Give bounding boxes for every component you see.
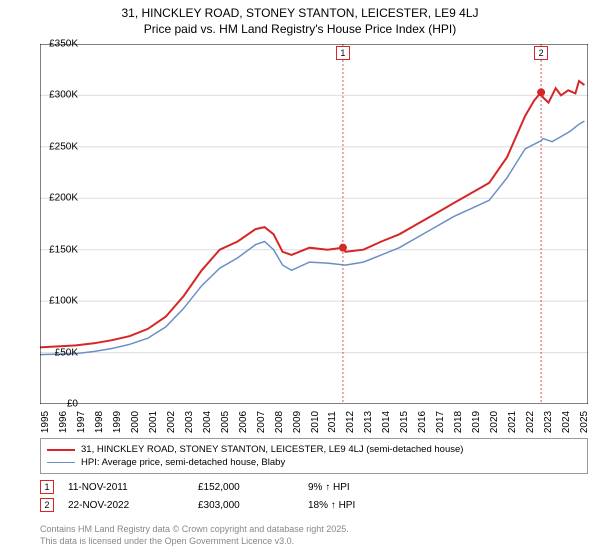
legend-label: HPI: Average price, semi-detached house,… (81, 457, 285, 468)
legend: 31, HINCKLEY ROAD, STONEY STANTON, LEICE… (40, 438, 588, 474)
x-axis-label: 1995 (40, 411, 51, 433)
x-axis-label: 2011 (327, 411, 338, 433)
x-axis-label: 2025 (579, 411, 590, 433)
x-axis-label: 2009 (292, 411, 303, 433)
y-axis-label: £100K (40, 296, 78, 307)
data-point-row: 2 22-NOV-2022 £303,000 18% ↑ HPI (40, 498, 588, 512)
footer-line-1: Contains HM Land Registry data © Crown c… (40, 524, 349, 536)
x-axis-label: 2000 (130, 411, 141, 433)
plot-area: £0£50K£100K£150K£200K£250K£300K£350K 199… (40, 44, 588, 404)
legend-item: 31, HINCKLEY ROAD, STONEY STANTON, LEICE… (47, 443, 581, 456)
x-axis-label: 2010 (310, 411, 321, 433)
title-line-2: Price paid vs. HM Land Registry's House … (0, 22, 600, 36)
title-line-1: 31, HINCKLEY ROAD, STONEY STANTON, LEICE… (0, 6, 600, 20)
x-axis-label: 2002 (166, 411, 177, 433)
x-axis-label: 2006 (238, 411, 249, 433)
x-axis-label: 2024 (561, 411, 572, 433)
y-axis-label: £150K (40, 244, 78, 255)
data-point-marker: 2 (40, 498, 54, 512)
x-axis-label: 2012 (345, 411, 356, 433)
x-axis-label: 1999 (112, 411, 123, 433)
x-axis-label: 2022 (525, 411, 536, 433)
footer: Contains HM Land Registry data © Crown c… (40, 524, 349, 547)
chart-container: 31, HINCKLEY ROAD, STONEY STANTON, LEICE… (0, 0, 600, 560)
data-point-marker: 1 (40, 480, 54, 494)
data-point-pct: 9% ↑ HPI (308, 482, 350, 493)
data-point-price: £303,000 (198, 500, 308, 511)
x-axis-label: 1997 (76, 411, 87, 433)
x-axis-label: 2001 (148, 411, 159, 433)
x-axis-label: 2014 (381, 411, 392, 433)
x-axis-label: 1996 (58, 411, 69, 433)
x-axis-label: 2016 (417, 411, 428, 433)
x-axis-label: 2003 (184, 411, 195, 433)
sale-marker: 2 (534, 46, 548, 60)
chart-titles: 31, HINCKLEY ROAD, STONEY STANTON, LEICE… (0, 0, 600, 36)
x-axis-label: 2020 (489, 411, 500, 433)
x-axis-label: 2007 (256, 411, 267, 433)
legend-swatch (47, 462, 75, 464)
x-axis-label: 2008 (274, 411, 285, 433)
data-points: 1 11-NOV-2011 £152,000 9% ↑ HPI 2 22-NOV… (40, 480, 588, 516)
y-axis-label: £250K (40, 141, 78, 152)
x-axis-label: 2023 (543, 411, 554, 433)
x-axis-label: 2019 (471, 411, 482, 433)
chart-svg (40, 44, 588, 404)
y-axis-label: £200K (40, 193, 78, 204)
data-point-price: £152,000 (198, 482, 308, 493)
legend-swatch (47, 449, 75, 451)
data-point-pct: 18% ↑ HPI (308, 500, 355, 511)
data-point-date: 22-NOV-2022 (68, 500, 198, 511)
data-point-row: 1 11-NOV-2011 £152,000 9% ↑ HPI (40, 480, 588, 494)
legend-label: 31, HINCKLEY ROAD, STONEY STANTON, LEICE… (81, 444, 463, 455)
x-axis-label: 1998 (94, 411, 105, 433)
data-point-date: 11-NOV-2011 (68, 482, 198, 493)
x-axis-label: 2005 (220, 411, 231, 433)
x-axis-label: 2004 (202, 411, 213, 433)
x-axis-label: 2018 (453, 411, 464, 433)
y-axis-label: £300K (40, 90, 78, 101)
x-axis-label: 2021 (507, 411, 518, 433)
y-axis-label: £50K (40, 347, 78, 358)
x-axis-label: 2013 (363, 411, 374, 433)
y-axis-label: £0 (40, 399, 78, 410)
footer-line-2: This data is licensed under the Open Gov… (40, 536, 349, 548)
y-axis-label: £350K (40, 39, 78, 50)
x-axis-label: 2017 (435, 411, 446, 433)
legend-item: HPI: Average price, semi-detached house,… (47, 456, 581, 469)
x-axis-label: 2015 (399, 411, 410, 433)
sale-marker: 1 (336, 46, 350, 60)
